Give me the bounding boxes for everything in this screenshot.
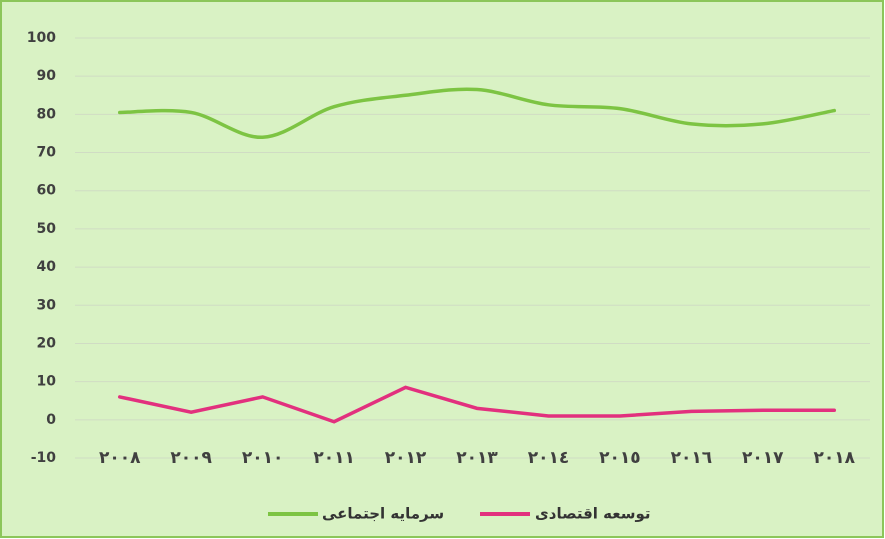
line-series [117,87,837,140]
y-tick-label: 60 [37,183,57,199]
y-tick-label: -10 [31,450,57,466]
x-tick-label: ٢٠١٢ [385,448,427,468]
y-tick-label: 40 [37,259,57,275]
y-tick-label: 0 [46,412,56,428]
x-tick-label: ٢٠١٣ [456,448,498,468]
y-tick-label: 30 [37,297,57,313]
legend-label: سرمایه اجتماعی [322,505,444,523]
y-tick-label: 80 [37,106,57,122]
x-tick-label: ٢٠١٧ [742,448,784,468]
x-tick-label: ٢٠١٦ [671,448,713,468]
x-tick-label: ٢٠١٤ [528,448,570,468]
x-tick-label: ٢٠١٠ [242,448,284,468]
y-tick-label: 20 [37,335,57,351]
line-series [117,385,837,424]
y-tick-label: 90 [37,68,57,84]
x-tick-label: ٢٠١٥ [599,448,641,468]
y-tick-label: 100 [27,30,56,46]
legend-label: توسعه اقتصادی [535,505,651,523]
x-tick-label: ٢٠٠٩ [170,448,212,468]
x-tick-label: ٢٠١٨ [814,448,856,468]
x-tick-label: ٢٠١١ [313,448,355,468]
y-tick-label: 50 [37,221,57,237]
y-tick-label: 70 [37,145,57,161]
y-tick-label: 10 [37,374,57,390]
x-tick-label: ٢٠٠٨ [99,448,141,468]
